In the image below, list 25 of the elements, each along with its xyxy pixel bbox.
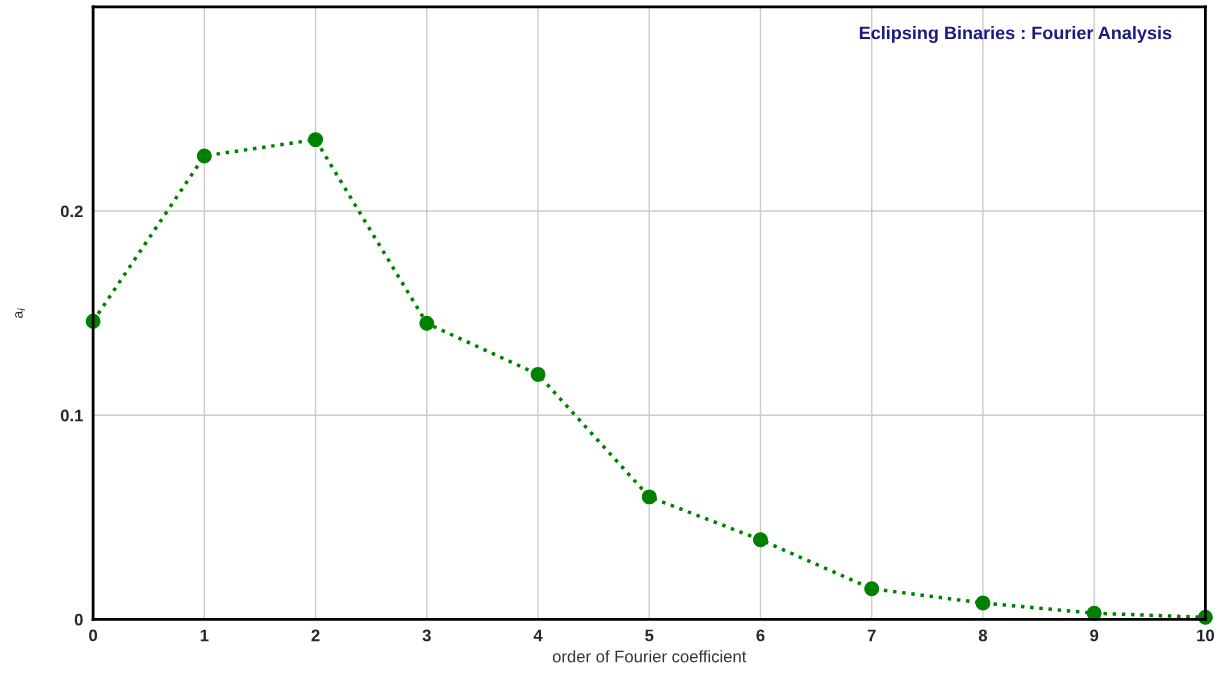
x-tick-label: 6 bbox=[756, 629, 765, 642]
x-tick-label: 4 bbox=[533, 629, 543, 642]
x-tick-label: 1 bbox=[200, 629, 209, 642]
y-tick-label: 0.1 bbox=[60, 409, 83, 422]
y-tick-label: 0.2 bbox=[60, 205, 83, 218]
x-tick-label: 3 bbox=[422, 629, 431, 642]
point bbox=[975, 595, 991, 611]
x-tick-label: 7 bbox=[867, 629, 876, 642]
x-tick-label: 5 bbox=[645, 629, 654, 642]
point bbox=[864, 581, 880, 597]
x-tick-label: 10 bbox=[1197, 629, 1214, 642]
y-tick-label: 0 bbox=[74, 613, 83, 626]
x-tick-label: 2 bbox=[311, 629, 320, 642]
point bbox=[419, 315, 435, 331]
x-tick-label: 9 bbox=[1090, 629, 1099, 642]
y-axis-title: a$_{i}$ bbox=[15, 308, 25, 319]
point bbox=[753, 532, 768, 548]
point bbox=[308, 132, 324, 148]
point bbox=[530, 366, 546, 382]
x-tick-label: 8 bbox=[978, 629, 988, 642]
point bbox=[641, 489, 657, 505]
text: Eclipsing Binaries : Fourier Analysis bbox=[859, 26, 1172, 43]
x-tick-label: 0 bbox=[89, 629, 98, 642]
x-axis-title: order of Fourier coefficient bbox=[552, 650, 747, 663]
point bbox=[196, 148, 212, 164]
